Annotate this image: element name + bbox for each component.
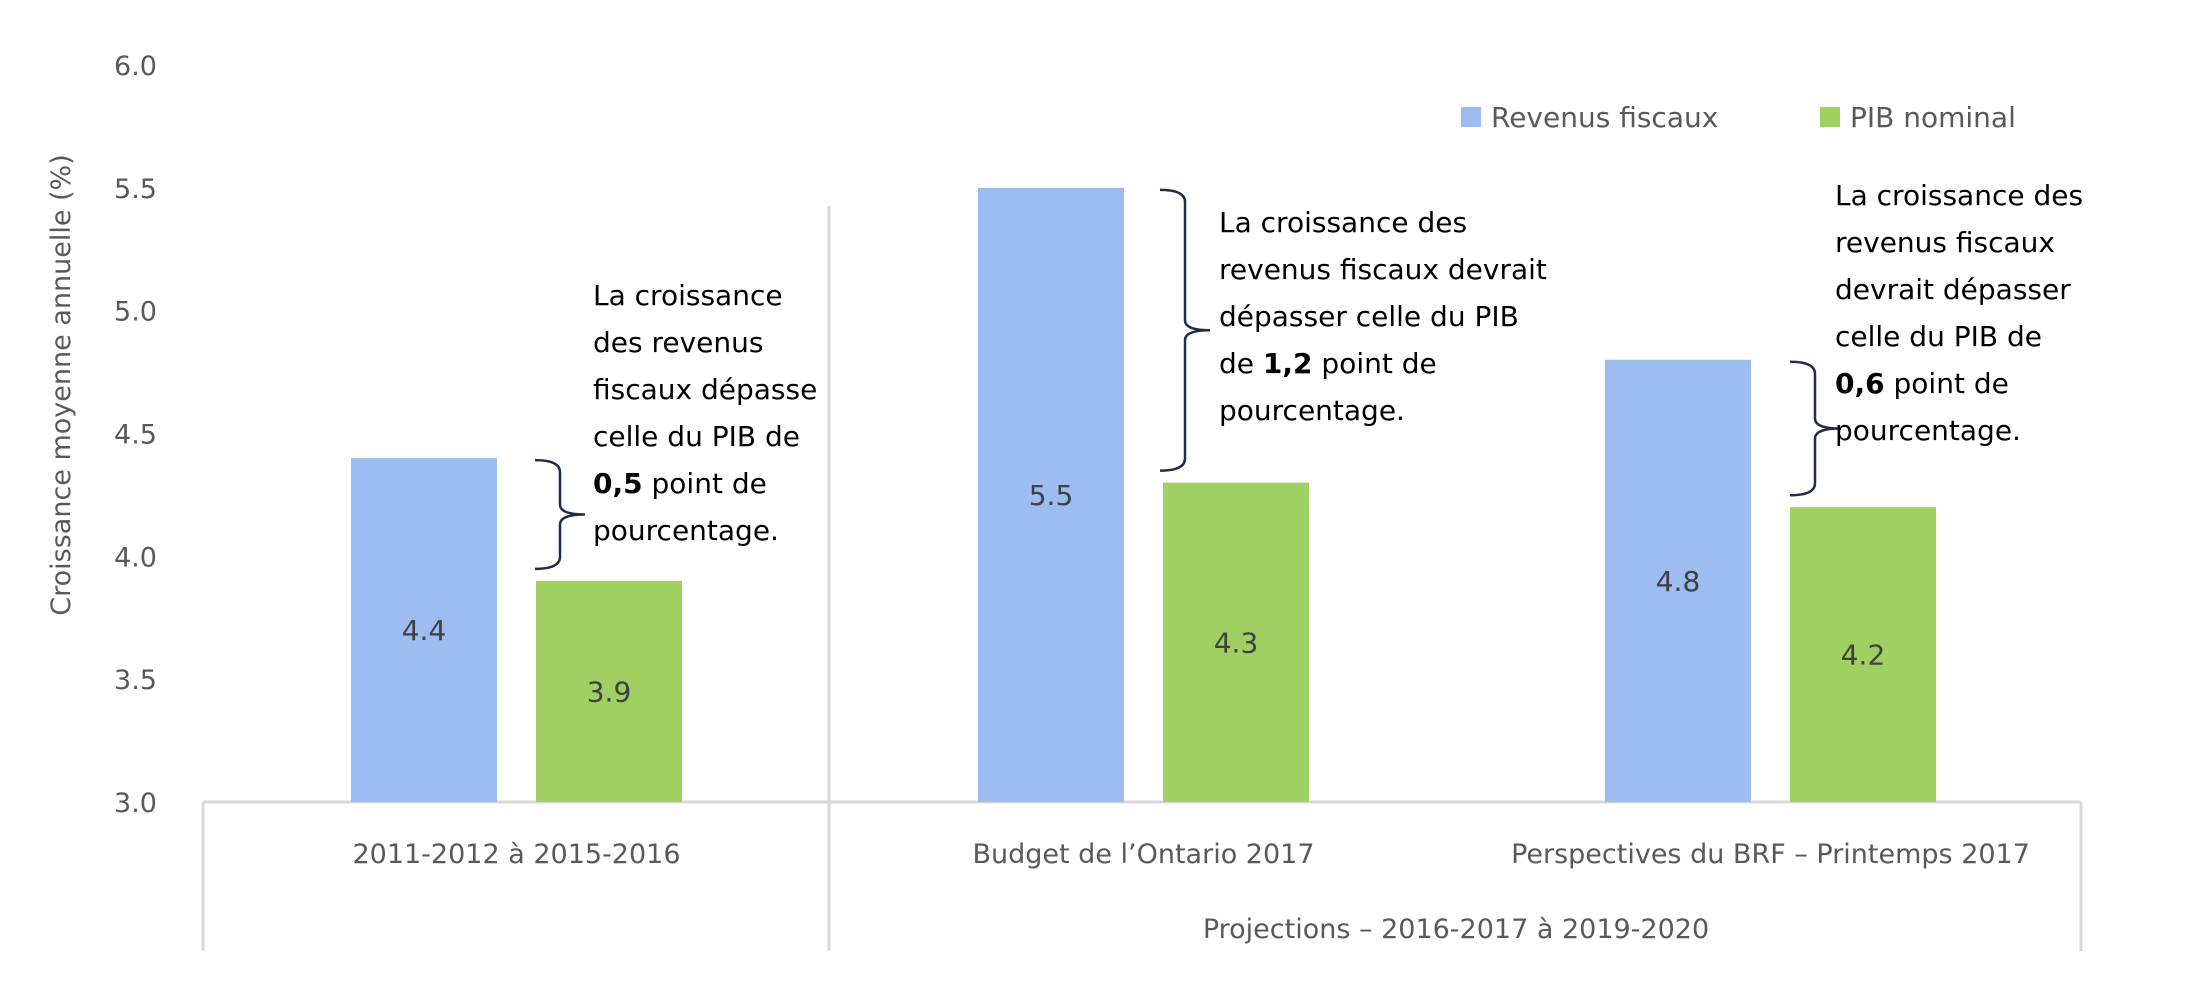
bar-pib-nominal	[1790, 507, 1936, 802]
annotation-value: 0,5	[593, 467, 643, 500]
annotation-segment: revenus fiscaux	[1835, 226, 2055, 259]
annotation-line: des revenus	[593, 326, 764, 359]
annotation-segment: des revenus	[593, 326, 764, 359]
annotation-line: celle du PIB de	[593, 420, 800, 453]
annotation-line: dépasser celle du PIB	[1219, 300, 1519, 333]
y-tick-label: 5.0	[114, 297, 157, 328]
brace-icon	[534, 458, 586, 571]
bar-pib-nominal	[536, 580, 682, 802]
bars	[351, 187, 1936, 803]
annotation-text: La croissance des revenus fiscaux devrait …	[1835, 179, 2083, 447]
annotation-segment: point de	[1885, 367, 2009, 400]
category-labels: 2011-2012 à 2015-2016 Budget de l’Ontario…	[352, 839, 2029, 870]
annotation-segment: dépasser celle du PIB	[1219, 300, 1519, 333]
category-group-label: Projections – 2016-2017 à 2019-2020	[1203, 914, 1709, 945]
bar-value-label: 4.2	[1841, 639, 1886, 672]
legend-swatch-pib-nominal	[1820, 107, 1840, 127]
bar-value-label: 3.9	[587, 675, 632, 708]
annotation-segment: point de	[1313, 347, 1437, 380]
annotation-line: revenus fiscaux devrait	[1219, 253, 1547, 286]
bar-value-label: 4.8	[1656, 565, 1701, 598]
annotation-line: La croissance des	[1835, 179, 2083, 212]
legend-label-pib-nominal: PIB nominal	[1850, 101, 2016, 134]
annotation-segment: celle du PIB de	[1835, 320, 2042, 353]
annotation-line: pourcentage.	[1835, 414, 2021, 447]
annotation-line: 0,6 point de	[1835, 367, 2009, 400]
annotation-segment: La croissance	[593, 279, 783, 312]
annotation-segment: La croissance des	[1835, 179, 2083, 212]
braces	[534, 188, 1841, 571]
annotation-text: La croissance des revenus fiscaux dépasse c…	[593, 279, 817, 547]
annotation-segment: celle du PIB de	[593, 420, 800, 453]
annotation-segment: de	[1219, 347, 1263, 380]
annotation-segment: La croissance des	[1219, 206, 1467, 239]
x-category-label: Budget de l’Ontario 2017	[972, 839, 1314, 870]
annotation-line: devrait dépasser	[1835, 273, 2071, 306]
annotation-line: La croissance	[593, 279, 783, 312]
bar-revenus-fiscaux	[1605, 359, 1751, 802]
bar-revenus-fiscaux	[351, 458, 497, 802]
annotation-segment: revenus fiscaux devrait	[1219, 253, 1547, 286]
x-category-label: Perspectives du BRF – Printemps 2017	[1511, 839, 2030, 870]
legend-swatch-revenus-fiscaux	[1461, 107, 1481, 127]
annotation-segment: pourcentage.	[1835, 414, 2021, 447]
annotation-line: pourcentage.	[1219, 394, 1405, 427]
y-axis-title: Croissance moyenne annuelle (%)	[46, 154, 77, 615]
y-tick-label: 4.0	[114, 542, 157, 573]
annotation-segment: fiscaux dépasse	[593, 373, 817, 406]
axis-frame	[201, 206, 2083, 951]
annotation-line: 0,5 point de	[593, 467, 767, 500]
bar-revenus-fiscaux	[978, 187, 1124, 803]
y-tick-label: 6.0	[114, 51, 157, 82]
bar-pib-nominal	[1163, 482, 1309, 802]
bar-value-label: 5.5	[1029, 479, 1074, 512]
annotation-line: celle du PIB de	[1835, 320, 2042, 353]
annotation-line: pourcentage.	[593, 514, 779, 547]
annotation-line: La croissance des	[1219, 206, 1467, 239]
y-tick-label: 3.0	[114, 788, 157, 819]
value-labels: 4.4 5.5 4.8 3.9 4.3 4.2	[402, 479, 1886, 709]
y-tick-label: 3.5	[114, 665, 157, 696]
annotation-segment: pourcentage.	[593, 514, 779, 547]
annotation-line: revenus fiscaux	[1835, 226, 2055, 259]
brace-icon	[1159, 188, 1211, 472]
annotation-segment: point de	[643, 467, 767, 500]
annotation-text: La croissance des revenus fiscaux devrait…	[1219, 206, 1547, 427]
brace-icon	[1789, 360, 1841, 497]
annotation-line: de 1,2 point de	[1219, 347, 1437, 380]
legend: Revenus fiscaux PIB nominal	[1461, 101, 2016, 134]
annotation-line: fiscaux dépasse	[593, 373, 817, 406]
annotations: La croissance des revenus fiscaux dépasse c…	[593, 179, 2083, 547]
bar-value-label: 4.4	[402, 614, 447, 647]
y-tick-label: 4.5	[114, 420, 157, 451]
annotation-segment: devrait dépasser	[1835, 273, 2071, 306]
y-axis-ticks: 3.0 3.5 4.0 4.5 5.0 5.5 6.0	[114, 51, 157, 819]
annotation-value: 1,2	[1263, 347, 1313, 380]
x-category-label: 2011-2012 à 2015-2016	[352, 839, 680, 870]
annotation-segment: pourcentage.	[1219, 394, 1405, 427]
y-tick-label: 5.5	[114, 174, 157, 205]
annotation-value: 0,6	[1835, 367, 1885, 400]
bar-value-label: 4.3	[1214, 626, 1259, 659]
legend-label-revenus-fiscaux: Revenus fiscaux	[1491, 101, 1718, 134]
